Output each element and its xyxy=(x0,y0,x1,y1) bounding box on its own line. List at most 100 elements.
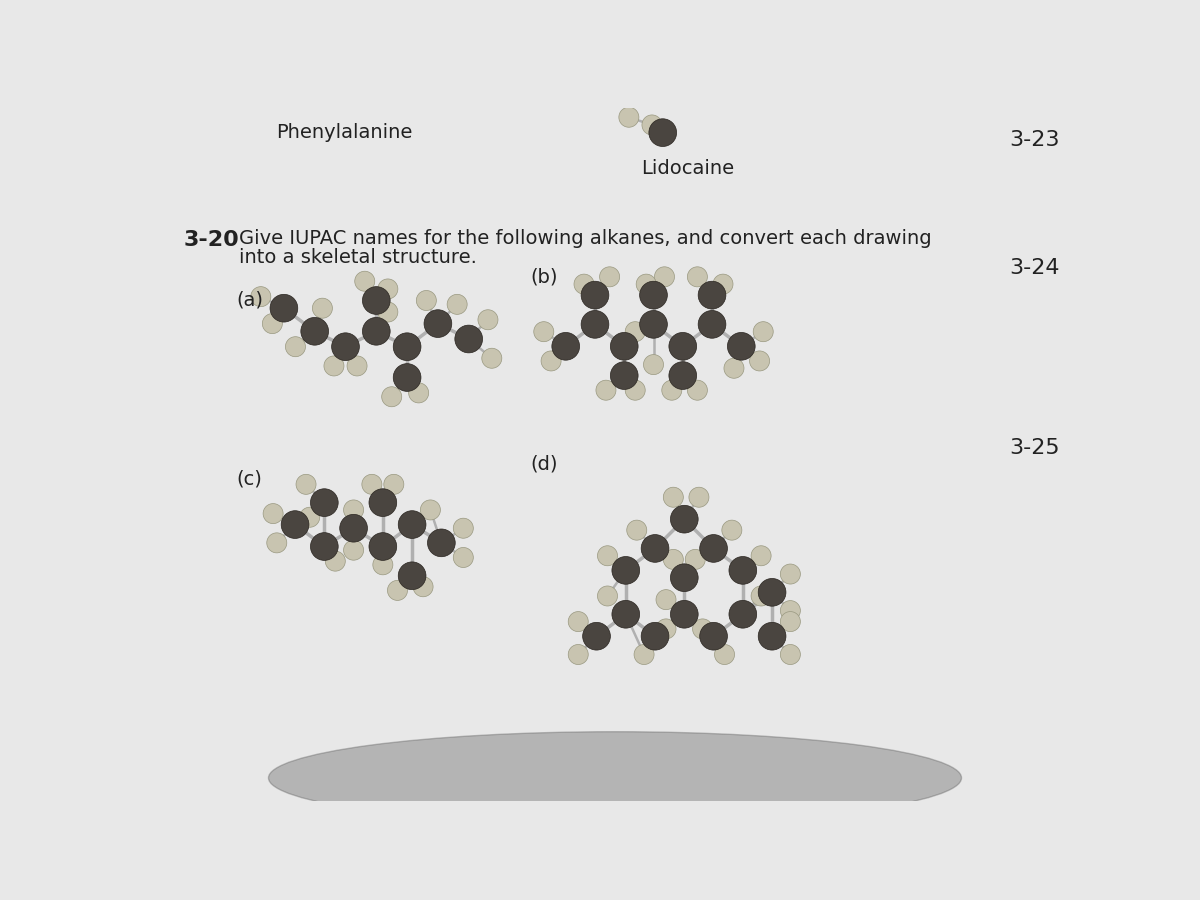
Circle shape xyxy=(656,590,676,609)
Text: into a skeletal structure.: into a skeletal structure. xyxy=(239,248,478,267)
Circle shape xyxy=(373,554,392,575)
Circle shape xyxy=(311,533,338,561)
Circle shape xyxy=(641,623,668,650)
Circle shape xyxy=(619,107,638,127)
Circle shape xyxy=(598,586,618,606)
Circle shape xyxy=(754,321,773,342)
Circle shape xyxy=(281,510,308,538)
Circle shape xyxy=(671,563,698,591)
Circle shape xyxy=(583,623,611,650)
Circle shape xyxy=(296,474,316,494)
Circle shape xyxy=(611,362,638,390)
Text: (c): (c) xyxy=(236,470,262,489)
Text: (d): (d) xyxy=(530,454,558,473)
Text: 3-23: 3-23 xyxy=(1009,130,1060,150)
Circle shape xyxy=(689,487,709,508)
Circle shape xyxy=(343,540,364,560)
Circle shape xyxy=(270,294,298,322)
Text: 3-24: 3-24 xyxy=(1009,258,1060,278)
Circle shape xyxy=(636,274,656,294)
Circle shape xyxy=(612,556,640,584)
Circle shape xyxy=(640,281,667,309)
Circle shape xyxy=(478,310,498,329)
Circle shape xyxy=(758,623,786,650)
Circle shape xyxy=(355,271,374,292)
Circle shape xyxy=(664,549,683,570)
Ellipse shape xyxy=(269,732,961,824)
Circle shape xyxy=(266,533,287,553)
Circle shape xyxy=(626,520,647,540)
Circle shape xyxy=(409,382,428,403)
Circle shape xyxy=(481,348,502,368)
Circle shape xyxy=(388,580,408,600)
Circle shape xyxy=(455,325,482,353)
Text: Phenylalanine: Phenylalanine xyxy=(276,123,412,142)
Circle shape xyxy=(324,356,344,376)
Circle shape xyxy=(311,489,338,517)
Circle shape xyxy=(751,586,772,606)
Circle shape xyxy=(611,332,638,360)
Circle shape xyxy=(300,508,319,527)
Circle shape xyxy=(581,310,608,338)
Text: Lidocaine: Lidocaine xyxy=(642,158,734,177)
Circle shape xyxy=(640,310,667,338)
Circle shape xyxy=(416,291,437,310)
Circle shape xyxy=(751,545,772,566)
Circle shape xyxy=(600,266,619,287)
Circle shape xyxy=(384,474,404,494)
Circle shape xyxy=(541,351,562,371)
Circle shape xyxy=(664,487,683,508)
Circle shape xyxy=(394,364,421,392)
Text: Give IUPAC names for the following alkanes, and convert each drawing: Give IUPAC names for the following alkan… xyxy=(239,230,932,248)
Circle shape xyxy=(596,380,616,400)
Circle shape xyxy=(286,337,306,356)
Circle shape xyxy=(534,321,553,342)
Circle shape xyxy=(427,529,455,557)
Circle shape xyxy=(750,351,769,371)
Circle shape xyxy=(574,274,594,294)
Circle shape xyxy=(758,579,786,607)
Circle shape xyxy=(424,310,451,338)
Circle shape xyxy=(727,332,755,360)
Circle shape xyxy=(362,286,390,314)
Circle shape xyxy=(413,577,433,597)
Circle shape xyxy=(668,362,697,390)
Circle shape xyxy=(581,281,608,309)
Circle shape xyxy=(656,619,676,639)
Circle shape xyxy=(780,564,800,584)
Circle shape xyxy=(598,545,618,566)
Circle shape xyxy=(454,547,473,568)
Circle shape xyxy=(454,518,473,538)
Circle shape xyxy=(634,644,654,664)
Circle shape xyxy=(362,318,390,346)
Circle shape xyxy=(722,520,742,540)
Text: 3-20: 3-20 xyxy=(184,230,240,250)
Circle shape xyxy=(448,294,467,314)
Circle shape xyxy=(325,551,346,572)
Circle shape xyxy=(661,380,682,400)
Circle shape xyxy=(728,556,757,584)
Circle shape xyxy=(698,310,726,338)
Circle shape xyxy=(671,600,698,628)
Circle shape xyxy=(671,505,698,533)
Circle shape xyxy=(251,286,271,307)
Circle shape xyxy=(649,119,677,147)
Circle shape xyxy=(569,644,588,664)
Circle shape xyxy=(625,321,646,342)
Text: 3-25: 3-25 xyxy=(1009,438,1060,458)
Circle shape xyxy=(685,549,706,570)
Circle shape xyxy=(362,474,382,494)
Circle shape xyxy=(692,619,713,639)
Circle shape xyxy=(780,644,800,664)
Circle shape xyxy=(312,298,332,319)
Circle shape xyxy=(728,600,757,628)
Circle shape xyxy=(394,333,421,361)
Circle shape xyxy=(713,274,733,294)
Circle shape xyxy=(668,332,697,360)
Circle shape xyxy=(641,535,668,562)
Circle shape xyxy=(340,515,367,542)
Circle shape xyxy=(688,266,708,287)
Circle shape xyxy=(552,332,580,360)
Circle shape xyxy=(368,533,397,561)
Circle shape xyxy=(569,612,588,632)
